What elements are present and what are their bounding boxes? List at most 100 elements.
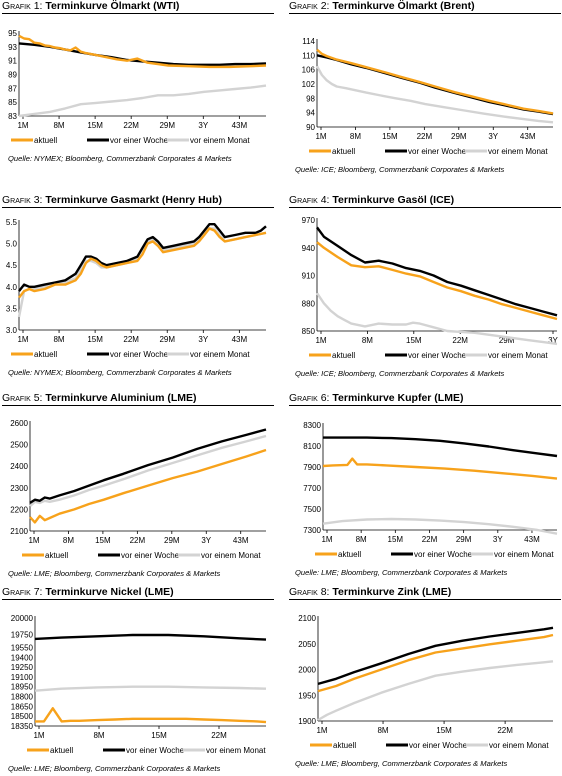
- source-note: Quelle: LME; Bloomberg, Commerzbank Corp…: [8, 569, 221, 578]
- x-tick-label: 3Y: [198, 335, 208, 344]
- y-tick-label: 94: [306, 109, 315, 118]
- legend-label: vor einer Woche: [414, 550, 473, 559]
- y-tick-label: 4.5: [6, 261, 18, 270]
- chart-panel-2: Grafik 2: Terminkurve Ölmarkt (Brent) 90 9…: [289, 0, 561, 190]
- x-tick-label: 1M: [28, 536, 39, 545]
- legend-label: aktuell: [45, 551, 68, 560]
- chart-number: Grafik 1:: [2, 0, 43, 12]
- y-tick-label: 83: [8, 112, 17, 121]
- x-tick-label: 43M: [233, 536, 249, 545]
- chart-title: Grafik 1: Terminkurve Ölmarkt (WTI): [2, 0, 179, 12]
- series-line-monat: [29, 434, 267, 508]
- y-tick-label: 940: [302, 244, 316, 253]
- legend-label: vor einem Monat: [488, 351, 548, 360]
- y-tick-label: 7300: [303, 526, 321, 535]
- chart-name: Terminkurve Ölmarkt (WTI): [45, 0, 180, 12]
- y-tick-label: 850: [302, 327, 316, 336]
- series-line-aktuell: [29, 448, 267, 524]
- y-tick-label: 3.5: [6, 304, 18, 313]
- y-tick-label: 93: [8, 43, 17, 52]
- legend-label: aktuell: [332, 147, 355, 156]
- y-tick-label: 18500: [11, 712, 34, 721]
- x-tick-label: 29M: [451, 132, 467, 141]
- title-divider: [289, 405, 561, 406]
- y-tick-label: 2400: [10, 462, 28, 471]
- legend-label: vor einem Monat: [489, 741, 549, 750]
- y-tick-label: 89: [8, 71, 17, 80]
- title-divider: [2, 207, 274, 208]
- chart-number: Grafik 3:: [2, 194, 43, 206]
- x-tick-label: 22M: [417, 132, 433, 141]
- legend-label: vor einer Woche: [110, 136, 169, 145]
- series-line-woche: [34, 633, 267, 641]
- y-tick-label: 2300: [10, 484, 28, 493]
- x-tick-label: 22M: [497, 726, 513, 735]
- y-tick-label: 2100: [298, 614, 316, 623]
- legend-label: vor einer Woche: [121, 551, 180, 560]
- x-tick-label: 22M: [452, 336, 468, 345]
- x-tick-label: 3Y: [493, 535, 503, 544]
- x-tick-label: 22M: [123, 335, 139, 344]
- line-chart: 3.0 3.5 4.0 4.5 5.0 5.5 1M 8M 15M 22M 29M 3Y 43M aktu…: [6, 218, 267, 359]
- x-tick-label: 8M: [53, 121, 64, 130]
- legend-label: aktuell: [50, 746, 73, 755]
- chart-number: Grafik 5:: [2, 392, 43, 404]
- chart-title: Grafik 4: Terminkurve Gasöl (ICE): [289, 194, 454, 206]
- x-tick-label: 1M: [17, 335, 28, 344]
- chart-number: Grafik 2:: [289, 0, 330, 12]
- y-tick-label: 5.5: [6, 218, 18, 227]
- line-chart: 850 880 910 940 970 1M 8M 15M 22M 29M 3Y aktuell vor…: [302, 216, 559, 360]
- title-divider: [2, 405, 274, 406]
- x-tick-label: 8M: [356, 535, 367, 544]
- x-tick-label: 8M: [362, 336, 373, 345]
- series-line-aktuell: [317, 633, 554, 693]
- chart-panel-8: Grafik 8: Terminkurve Zink (LME) 1900 1950…: [289, 586, 561, 776]
- y-tick-label: 970: [302, 216, 316, 225]
- x-tick-label: 22M: [123, 121, 139, 130]
- chart-name: Terminkurve Zink (LME): [332, 586, 452, 598]
- y-tick-label: 91: [8, 57, 17, 66]
- y-tick-label: 20000: [11, 614, 34, 623]
- y-tick-label: 1950: [298, 691, 316, 700]
- series-line-aktuell: [316, 48, 554, 115]
- chart-panel-5: Grafik 5: Terminkurve Aluminium (LME) 210…: [2, 392, 274, 582]
- y-tick-label: 19400: [11, 653, 34, 662]
- series-line-woche: [316, 226, 558, 317]
- y-tick-label: 8300: [303, 421, 321, 430]
- y-tick-label: 910: [302, 272, 316, 281]
- series-line-monat: [34, 685, 267, 692]
- x-tick-label: 15M: [382, 132, 398, 141]
- y-tick-label: 106: [302, 66, 316, 75]
- y-tick-label: 2000: [298, 666, 316, 675]
- legend-label: aktuell: [333, 741, 356, 750]
- legend-label: vor einer Woche: [110, 350, 169, 359]
- x-tick-label: 3Y: [198, 121, 208, 130]
- y-tick-label: 87: [8, 84, 17, 93]
- x-tick-label: 15M: [436, 726, 452, 735]
- source-note: Quelle: NYMEX; Bloomberg, Commerzbank Co…: [8, 368, 232, 377]
- legend-label: vor einer Woche: [409, 741, 468, 750]
- y-tick-label: 18350: [11, 722, 34, 731]
- x-tick-label: 3Y: [201, 536, 211, 545]
- chart-panel-4: Grafik 4: Terminkurve Gasöl (ICE) 850 880 9…: [289, 194, 561, 384]
- series-line-monat: [18, 84, 267, 118]
- legend-label: aktuell: [332, 351, 355, 360]
- x-tick-label: 15M: [95, 536, 111, 545]
- chart-name: Terminkurve Nickel (LME): [45, 586, 174, 598]
- title-divider: [289, 13, 561, 14]
- legend-label: vor einem Monat: [488, 147, 548, 156]
- series-line-aktuell: [316, 241, 558, 321]
- source-note: Quelle: NYMEX; Bloomberg, Commerzbank Co…: [8, 154, 232, 163]
- y-tick-label: 2050: [298, 640, 316, 649]
- chart-title: Grafik 8: Terminkurve Zink (LME): [289, 586, 451, 598]
- x-tick-label: 43M: [232, 335, 248, 344]
- y-tick-label: 18800: [11, 693, 34, 702]
- y-tick-label: 880: [302, 299, 316, 308]
- x-tick-label: 1M: [316, 726, 327, 735]
- x-tick-label: 15M: [87, 121, 103, 130]
- line-chart: 2100 2200 2300 2400 2500 2600 1M 8M 15M 22M 29M 3Y 4…: [10, 419, 267, 560]
- x-tick-label: 1M: [315, 132, 326, 141]
- legend-label: aktuell: [34, 350, 57, 359]
- x-tick-label: 22M: [422, 535, 438, 544]
- x-tick-label: 22M: [130, 536, 146, 545]
